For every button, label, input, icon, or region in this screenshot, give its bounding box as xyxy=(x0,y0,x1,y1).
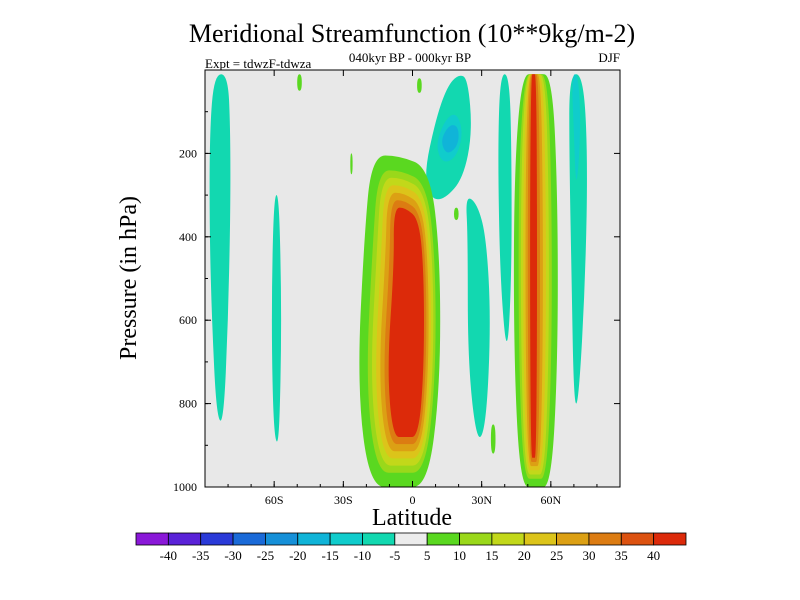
colorbar-label: -20 xyxy=(289,548,306,563)
contour-region--15-7 xyxy=(442,125,459,153)
colorbar-label: 10 xyxy=(453,548,466,563)
colorbar-swatch xyxy=(426,532,460,546)
contour-fields xyxy=(209,74,587,487)
colorbar-swatch xyxy=(167,532,202,546)
contour-region--5-12 xyxy=(569,74,587,404)
colorbar-swatch xyxy=(588,532,622,546)
colorbar-swatch xyxy=(135,532,169,546)
colorbar-swatch xyxy=(200,532,234,546)
colorbar-label: 5 xyxy=(424,548,431,563)
colorbar: -40 -35 -30 -25 -20 -15 -10 -5 5 10 15 20 25 30 35 40 xyxy=(135,532,687,563)
colorbar-label: 20 xyxy=(518,548,531,563)
x-axis: 60S 30S 0 30N 60N xyxy=(204,70,621,507)
equatorial-cell-band-40 xyxy=(388,207,424,437)
colorbar-label: 25 xyxy=(550,548,563,563)
colorbar-swatch xyxy=(394,532,428,546)
colorbar-label: -35 xyxy=(192,548,209,563)
colorbar-swatch xyxy=(620,532,655,546)
y-tick-label: 800 xyxy=(179,397,197,411)
colorbar-swatch xyxy=(362,532,396,546)
contour-region-5-3 xyxy=(350,153,353,175)
colorbar-label: 15 xyxy=(485,548,498,563)
y-axis-label: Pressure (in hPa) xyxy=(116,196,142,360)
y-tick-label: 1000 xyxy=(173,480,197,494)
contour-region--5-11 xyxy=(498,74,512,342)
x-tick-label: 60S xyxy=(265,493,284,507)
contour-region-5-10 xyxy=(454,207,459,221)
colorbar-label: 35 xyxy=(615,548,628,563)
colorbar-label: -15 xyxy=(321,548,338,563)
colorbar-label: -30 xyxy=(224,548,241,563)
colorbar-swatch xyxy=(232,532,266,546)
contour-region--5-0 xyxy=(209,74,231,421)
contour-region--10-13 xyxy=(572,74,581,180)
x-tick-label: 60N xyxy=(540,493,561,507)
colorbar-label: -10 xyxy=(354,548,371,563)
colorbar-swatch xyxy=(459,532,493,546)
nh-cell-band-40 xyxy=(530,74,537,458)
y-tick-label: 400 xyxy=(179,230,197,244)
contour-region-5-2 xyxy=(297,74,302,91)
chart-title: Meridional Streamfunction (10**9kg/m-2) xyxy=(189,19,635,48)
colorbar-swatch xyxy=(653,532,687,546)
y-axis: 200 400 600 800 1000 xyxy=(173,111,620,494)
contour-region--5-1 xyxy=(271,195,282,442)
season-label: DJF xyxy=(598,50,620,65)
colorbar-label: 40 xyxy=(647,548,660,563)
colorbar-swatch xyxy=(556,532,590,546)
colorbar-label: -5 xyxy=(389,548,400,563)
colorbar-label: -40 xyxy=(160,548,177,563)
colorbar-swatch xyxy=(491,532,525,546)
colorbar-label: -25 xyxy=(257,548,274,563)
contour-region-5-4 xyxy=(417,78,422,93)
x-tick-label: 30N xyxy=(471,493,492,507)
colorbar-swatch xyxy=(297,532,331,546)
chart-subtitle: 040kyr BP - 000kyr BP xyxy=(349,50,471,65)
colorbar-swatch xyxy=(329,532,363,546)
contour-region-5-9 xyxy=(490,424,496,454)
x-tick-label: 30S xyxy=(334,493,353,507)
colorbar-swatch xyxy=(265,532,299,546)
experiment-label: Expt = tdwzF-tdwza xyxy=(205,56,311,71)
x-tick-label: 0 xyxy=(410,493,416,507)
y-tick-label: 200 xyxy=(179,146,197,160)
colorbar-label: 30 xyxy=(582,548,595,563)
colorbar-swatch xyxy=(523,532,557,546)
y-tick-label: 600 xyxy=(179,313,197,327)
contour-region--5-8 xyxy=(466,198,490,437)
x-axis-label: Latitude xyxy=(372,505,452,531)
